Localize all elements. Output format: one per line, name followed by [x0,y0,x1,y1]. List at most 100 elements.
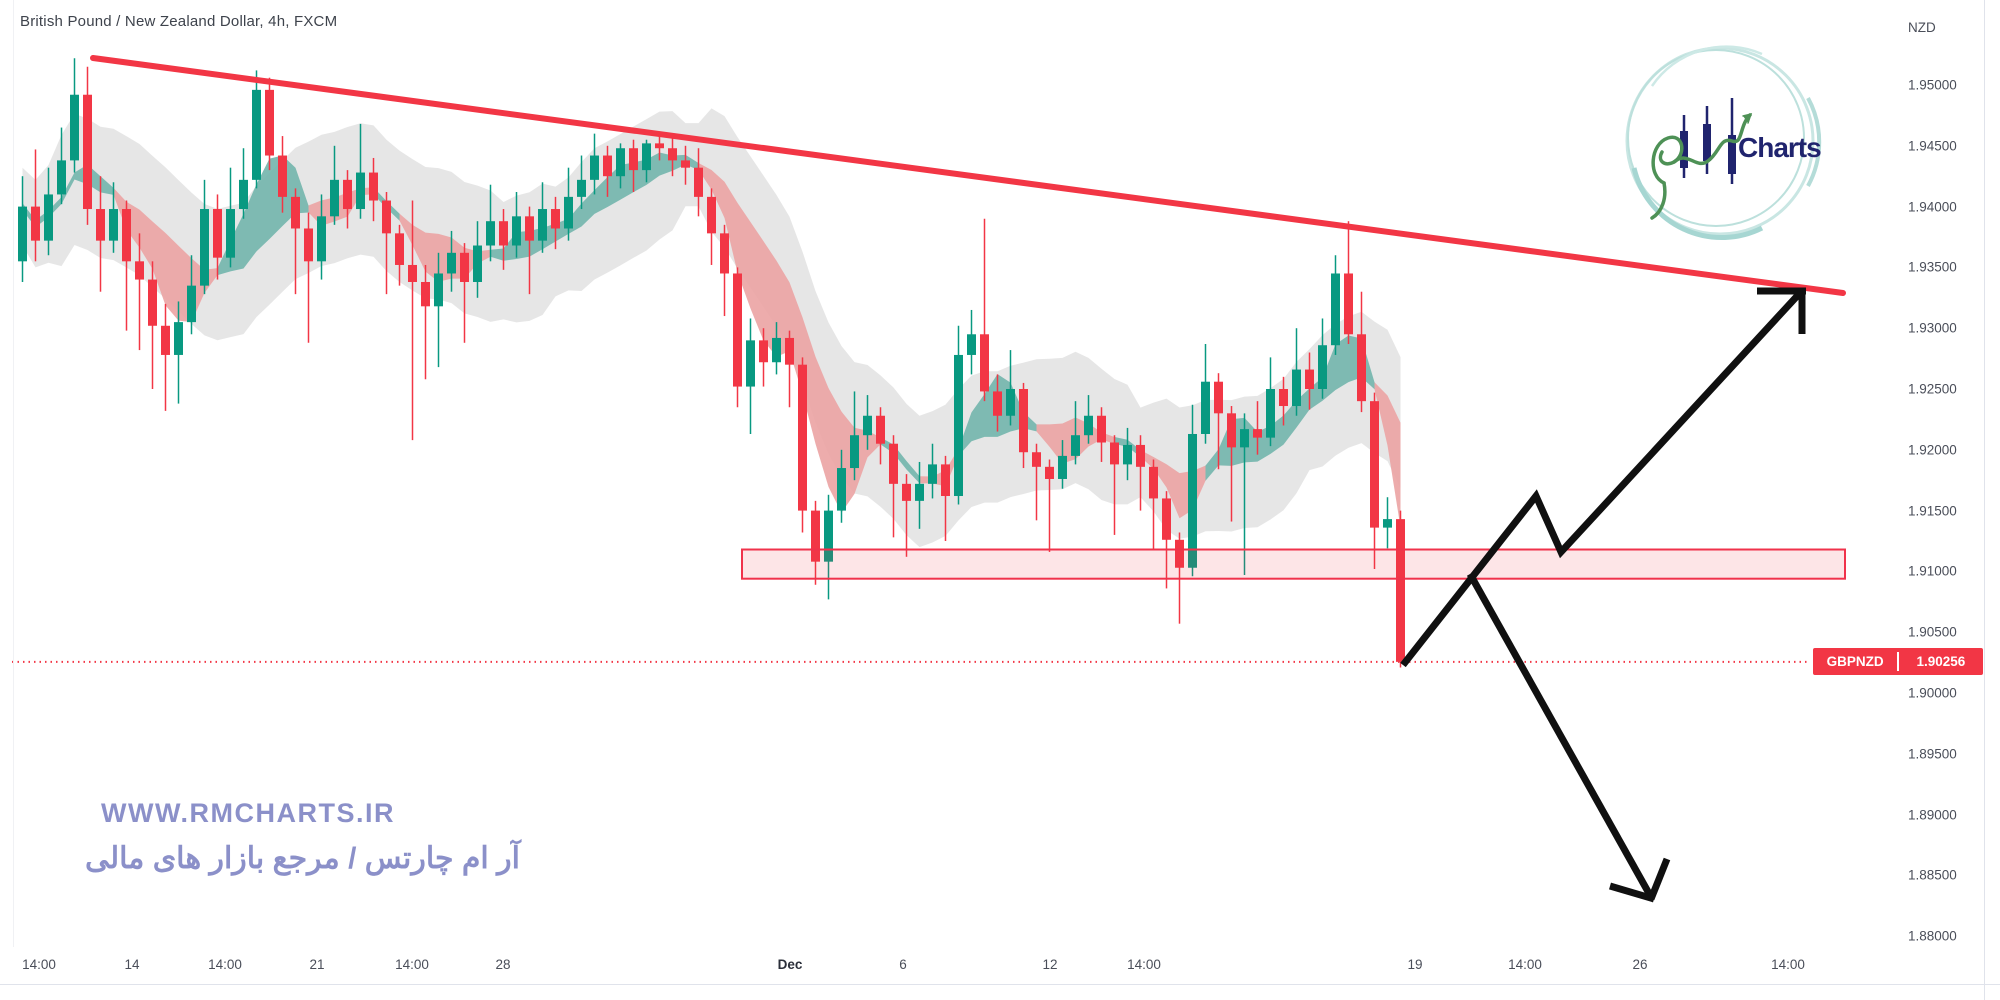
candle[interactable] [954,325,963,505]
candle[interactable] [551,196,560,250]
candle[interactable] [850,391,859,481]
candle[interactable] [1318,318,1327,399]
candle[interactable] [1214,373,1223,470]
candle[interactable] [278,136,287,213]
candle[interactable] [655,136,664,161]
candle[interactable] [1227,406,1236,522]
candle[interactable] [876,407,885,465]
candle[interactable] [265,77,274,171]
bullish-scenario-arrow[interactable] [1400,287,1806,668]
candle[interactable] [1136,435,1145,511]
candle[interactable] [889,435,898,538]
candle[interactable] [18,176,27,282]
candle[interactable] [1097,407,1106,462]
candle[interactable] [902,474,911,557]
candle[interactable] [733,267,742,408]
support-zone[interactable] [741,548,1846,580]
candle[interactable] [759,328,768,387]
candle[interactable] [1071,401,1080,465]
candle[interactable] [473,221,482,298]
bearish-scenario-arrow[interactable] [1466,572,1671,903]
candle[interactable] [96,176,105,292]
candle[interactable] [1201,344,1210,444]
candle[interactable] [1396,510,1405,668]
candle[interactable] [1240,413,1249,576]
candle[interactable] [1032,443,1041,521]
candle[interactable] [1123,427,1132,481]
candle[interactable] [122,200,131,331]
candle[interactable] [798,357,807,533]
candle[interactable] [1058,440,1067,489]
candle[interactable] [1110,435,1119,535]
candle[interactable] [343,170,352,229]
trendline[interactable] [90,55,1846,296]
candle[interactable] [1331,255,1340,355]
candle[interactable] [837,449,846,523]
candle[interactable] [486,184,495,262]
candle[interactable] [746,318,755,434]
candle[interactable] [668,138,677,177]
candle[interactable] [434,252,443,368]
candle[interactable] [382,192,391,295]
candle[interactable] [603,145,612,197]
candle[interactable] [1292,328,1301,416]
candle[interactable] [1149,459,1158,550]
candle[interactable] [70,58,79,173]
candle[interactable] [447,230,456,292]
candle[interactable] [226,167,235,268]
candle[interactable] [239,148,248,219]
candle[interactable] [1370,392,1379,569]
candle[interactable] [252,70,261,189]
candle[interactable] [720,224,729,317]
candle[interactable] [148,261,157,389]
candle[interactable] [694,148,703,217]
candle[interactable] [707,188,716,265]
candle[interactable] [304,212,313,343]
candle[interactable] [772,322,781,375]
candle[interactable] [1357,291,1366,413]
candle[interactable] [1006,350,1015,426]
candle[interactable] [1266,357,1275,447]
candle[interactable] [1162,491,1171,589]
candle[interactable] [1383,497,1392,549]
candle[interactable] [213,194,222,280]
candle[interactable] [200,179,209,295]
candle[interactable] [1279,376,1288,426]
candle[interactable] [187,255,196,335]
candle[interactable] [525,206,534,295]
candle[interactable] [174,301,183,404]
candle[interactable] [941,455,950,541]
candle[interactable] [1305,352,1314,410]
symbol-title[interactable]: British Pound / New Zealand Dollar, 4h, … [20,13,338,30]
candle[interactable] [421,264,430,380]
candle[interactable] [538,182,547,253]
candle[interactable] [915,461,924,529]
candle[interactable] [564,167,573,241]
candle[interactable] [1045,459,1054,552]
candle[interactable] [512,192,521,258]
candle[interactable] [460,243,469,343]
candle[interactable] [408,200,417,441]
candle[interactable] [330,145,339,225]
candle[interactable] [109,182,118,253]
candle[interactable] [291,188,300,295]
candle[interactable] [616,143,625,189]
candle[interactable] [135,233,144,351]
candle[interactable] [317,194,326,280]
candle[interactable] [590,133,599,195]
candle[interactable] [1019,382,1028,469]
candle[interactable] [980,218,989,402]
candle[interactable] [83,66,92,225]
candle[interactable] [681,145,690,185]
candle[interactable] [577,155,586,210]
candle[interactable] [1344,221,1353,345]
candle[interactable] [57,127,66,205]
candle[interactable] [642,139,651,183]
candle[interactable] [395,224,404,286]
candle[interactable] [1188,404,1197,577]
candlestick-series[interactable] [18,58,1405,668]
candle[interactable] [967,309,976,375]
candle[interactable] [161,303,170,411]
candle[interactable] [31,149,40,262]
